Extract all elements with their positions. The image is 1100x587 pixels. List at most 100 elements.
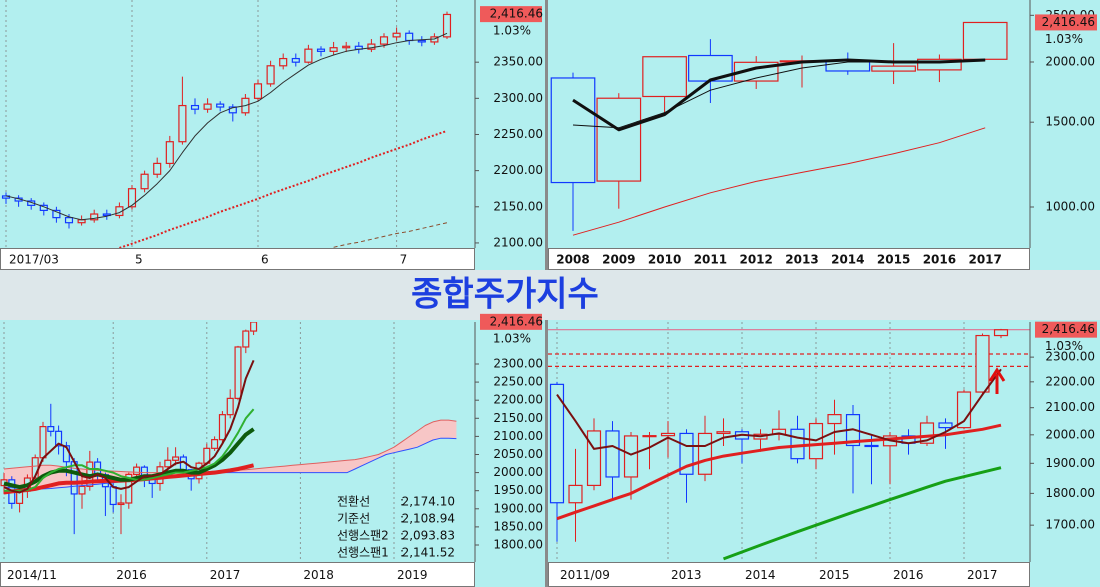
- candle-body: [55, 430, 63, 447]
- indicator-name: 기준선: [337, 512, 370, 526]
- candle-body: [172, 456, 180, 461]
- price-label: 2,416.46: [490, 314, 543, 328]
- candle-body: [153, 162, 162, 175]
- indicator-separator: :: [400, 512, 404, 526]
- x-tick-label: 2011/09: [560, 568, 610, 582]
- series-line: [333, 222, 448, 248]
- candle-body: [993, 329, 1009, 337]
- candle-body: [697, 432, 713, 475]
- candle-body: [253, 83, 263, 99]
- candle-body: [216, 103, 225, 108]
- candle-body: [790, 428, 805, 460]
- candle-body: [279, 57, 288, 67]
- y-tick-label: 1800.00: [493, 537, 543, 551]
- candle-body: [133, 466, 141, 475]
- candle-body: [242, 330, 250, 348]
- candle-body: [203, 103, 212, 110]
- change-label: 1.03%: [1045, 32, 1083, 46]
- candle-body: [917, 58, 962, 71]
- candle-body: [550, 77, 596, 184]
- x-axis-row: [548, 248, 1030, 270]
- candle-body: [228, 106, 237, 114]
- candle-body: [442, 13, 452, 38]
- x-tick-label: 2017: [968, 253, 1001, 267]
- candle-body: [392, 32, 401, 38]
- indicator-separator: :: [400, 495, 404, 509]
- candle-body: [417, 39, 426, 43]
- x-tick-label: 2008: [556, 253, 589, 267]
- candle-body: [642, 435, 657, 438]
- y-tick-label: 2050.00: [493, 447, 543, 461]
- y-tick-label: 1900.00: [1045, 456, 1095, 470]
- candle-body: [190, 104, 200, 110]
- indicator-separator: :: [400, 529, 404, 543]
- x-tick-label: 2012: [739, 253, 772, 267]
- price-label: 2,416.46: [1042, 322, 1095, 336]
- indicator-value: 2,141.52: [402, 546, 455, 560]
- x-tick-label: 2015: [819, 568, 850, 582]
- chart-panel: [548, 322, 1030, 562]
- x-tick-label: 2009: [602, 253, 635, 267]
- candle-body: [64, 217, 74, 224]
- candle-body: [164, 459, 172, 468]
- candle-body: [586, 430, 602, 487]
- x-tick-label: 2013: [671, 568, 702, 582]
- y-tick-label: 2300.00: [493, 356, 543, 370]
- series-line: [572, 58, 986, 132]
- candle-body: [266, 65, 275, 85]
- candle-body: [90, 213, 99, 221]
- series-line: [556, 423, 1002, 521]
- y-tick-label: 1800.00: [1045, 486, 1095, 500]
- candle-body: [568, 484, 583, 504]
- panel-separator: [545, 0, 548, 270]
- indicator-name: 전환선: [337, 495, 370, 509]
- candle-body: [234, 346, 242, 399]
- series-line: [4, 408, 255, 492]
- series-line: [3, 360, 255, 494]
- candle-body: [52, 209, 61, 219]
- candle-body: [605, 430, 620, 478]
- price-box: [480, 313, 542, 330]
- series-line: [722, 466, 1002, 561]
- candle-body: [165, 141, 174, 165]
- y-tick-label: 1000.00: [1045, 199, 1095, 213]
- x-tick-label: 2016: [893, 568, 924, 582]
- x-tick-label: 2017: [967, 568, 998, 582]
- candle-body: [39, 426, 47, 459]
- candle-body: [316, 48, 326, 52]
- y-tick-label: 2250.00: [493, 375, 543, 389]
- candle-body: [623, 435, 639, 478]
- candle-body: [596, 97, 642, 182]
- series-line: [3, 437, 457, 490]
- indicator-separator: :: [400, 546, 404, 560]
- indicator-name: 선행스팬1: [337, 545, 389, 560]
- y-tick-label: 2150.00: [493, 199, 543, 213]
- x-tick-label: 2017/03: [9, 253, 59, 267]
- candle-body: [642, 56, 687, 98]
- candle-body: [962, 21, 1008, 60]
- y-tick-label: 2100.00: [1045, 400, 1095, 414]
- x-tick-label: 2014: [745, 568, 776, 582]
- candle-body: [117, 502, 125, 506]
- candle-body: [211, 439, 219, 449]
- price-box: [480, 6, 542, 23]
- y-tick-label: 2000.00: [1045, 55, 1095, 69]
- candle-body: [871, 65, 916, 72]
- candle-body: [178, 104, 187, 143]
- candle-body: [975, 334, 990, 393]
- x-tick-label: 2015: [877, 253, 910, 267]
- y-tick-label: 1500.00: [1045, 115, 1095, 129]
- x-tick-label: 7: [400, 253, 408, 267]
- y-tick-label: 2000.00: [1045, 427, 1095, 441]
- panel-separator: [545, 320, 548, 587]
- candle-body: [109, 486, 117, 506]
- chart-panel: [550, 21, 1008, 236]
- y-tick-label: 2200.00: [493, 393, 543, 407]
- banner: [0, 270, 1100, 320]
- chart-panel: [0, 322, 457, 562]
- change-label: 1.03%: [493, 331, 531, 345]
- candle-body: [329, 47, 338, 52]
- x-tick-label: 2014: [831, 253, 864, 267]
